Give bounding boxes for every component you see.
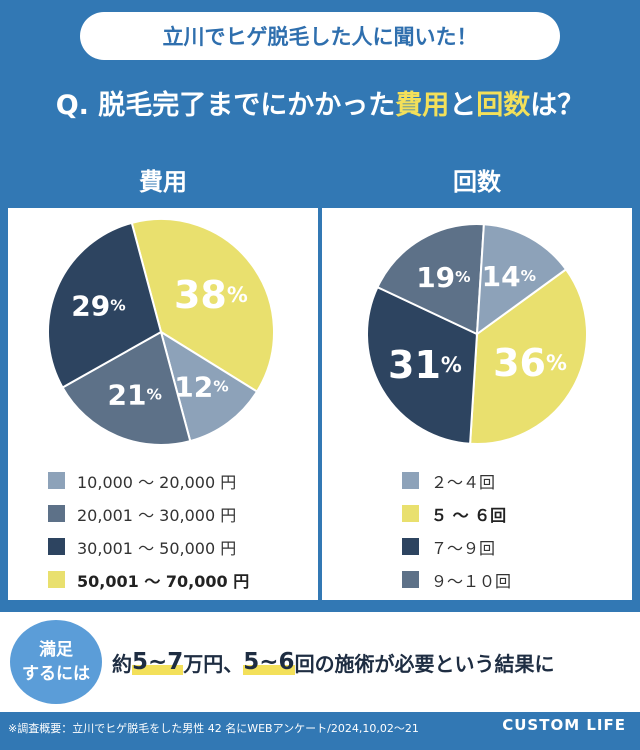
legend-swatch xyxy=(48,538,65,555)
legend-item: 10,000 ～ 20,000 円 xyxy=(48,464,249,497)
legend-swatch xyxy=(48,472,65,489)
pie-slice xyxy=(366,285,479,445)
legend-item: 20,001 ～ 30,000 円 xyxy=(48,497,249,530)
brand-logo: CUSTOM LIFE xyxy=(502,716,626,734)
legend-label: 50,001 ～ 70,000 円 xyxy=(77,571,250,591)
survey-note: ※調査概要：立川でヒゲ脱毛をした男性 42 名にWEBアンケート/2024,10… xyxy=(8,722,419,735)
legend-swatch xyxy=(402,538,419,555)
question-title: Q. 脱毛完了までにかかった 費用と回数 は？ xyxy=(0,72,640,132)
pie-slice xyxy=(475,223,568,337)
legend-item: ２～４回 xyxy=(402,464,511,497)
pie-percent-label: 36% xyxy=(493,341,567,385)
header-text: 立川でヒゲ脱毛した人に聞いた！ xyxy=(162,25,478,49)
badge-line1: 満足 xyxy=(39,640,73,660)
legend-label: ５ ～ ６回 xyxy=(431,505,507,525)
summary-count-range: 5~6 xyxy=(243,649,295,675)
count-pie-chart: 36% 31% 19% 14% xyxy=(366,223,588,445)
pie-slice xyxy=(159,329,259,443)
summary-suffix: の施術が必要という結果に xyxy=(314,651,555,676)
cost-legend: 10,000 ～ 20,000 円 20,001 ～ 30,000 円 30,001… xyxy=(48,464,249,596)
legend-label: 20,001 ～ 30,000 円 xyxy=(77,505,237,525)
cost-pie-chart: 38% 12% 21% 29% xyxy=(47,218,275,446)
legend-swatch xyxy=(402,571,419,588)
count-panel-title: 回数 xyxy=(322,150,632,208)
pie-percent-label: 12% xyxy=(174,370,228,403)
legend-item: ５ ～ ６回 xyxy=(402,497,511,530)
summary-cost-unit: 万円、 xyxy=(183,651,244,676)
header-pill: 立川でヒゲ脱毛した人に聞いた！ xyxy=(80,12,560,60)
legend-label: ９～１０回 xyxy=(431,571,512,591)
count-legend: ２～４回 ５ ～ ６回 ７～９回 ９～１０回 xyxy=(402,464,511,596)
summary-cost-range: 5~7 xyxy=(132,649,184,675)
pie-slice xyxy=(47,221,163,389)
pie-percent-label: 19% xyxy=(416,261,470,294)
pie-slice xyxy=(376,223,485,336)
footer-band xyxy=(0,612,640,712)
legend-swatch xyxy=(48,571,65,588)
question-prefix: Q. 脱毛完了までにかかった xyxy=(55,89,396,121)
pie-slice xyxy=(130,218,275,393)
summary-prefix: 約 xyxy=(112,651,132,676)
legend-item: 50,001 ～ 70,000 円 xyxy=(48,563,249,596)
cost-panel-title: 費用 xyxy=(8,150,318,208)
pie-percent-label: 21% xyxy=(108,378,162,411)
legend-swatch xyxy=(48,505,65,522)
pie-percent-label: 14% xyxy=(482,260,536,293)
legend-item: ９～１０回 xyxy=(402,563,511,596)
legend-label: 10,000 ～ 20,000 円 xyxy=(77,472,237,492)
count-panel: 回数 36% 31% 19% 14% ２～４回 ５ ～ ６回 ７～９回 ９～１０回 xyxy=(322,150,632,600)
summary-text: 約 5~7 万円、 5~6 回の施術が必要という結果に xyxy=(112,632,632,692)
summary-count-unit: 回 xyxy=(294,651,315,676)
legend-swatch xyxy=(402,472,419,489)
question-highlight-count: 回数 xyxy=(476,89,531,121)
legend-label: 30,001 ～ 50,000 円 xyxy=(77,538,237,558)
pie-slice xyxy=(61,330,192,446)
legend-item: ７～９回 xyxy=(402,530,511,563)
cost-panel: 費用 38% 12% 21% 29% 10,000 ～ 20,000 円 20,001 … xyxy=(8,150,318,600)
question-suffix: は？ xyxy=(530,89,585,121)
legend-label: ２～４回 xyxy=(431,472,496,492)
question-highlight-cost: 費用 xyxy=(395,89,450,121)
legend-item: 30,001 ～ 50,000 円 xyxy=(48,530,249,563)
pie-percent-label: 29% xyxy=(71,289,125,322)
legend-label: ７～９回 xyxy=(431,538,496,558)
satisfaction-badge: 満足 するには xyxy=(10,620,102,704)
pie-slice xyxy=(469,267,588,445)
pie-percent-label: 31% xyxy=(388,343,462,387)
badge-line2: するには xyxy=(22,664,90,684)
pie-percent-label: 38% xyxy=(174,273,248,317)
legend-swatch xyxy=(402,505,419,522)
question-mid: と xyxy=(449,89,477,121)
